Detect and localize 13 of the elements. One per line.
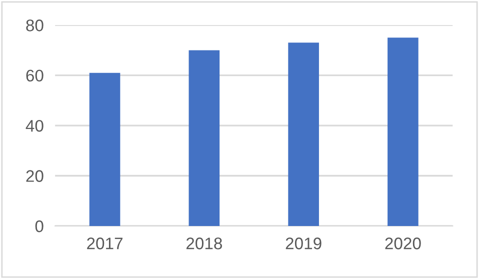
- y-tick-label: 20: [26, 170, 44, 182]
- y-tick-label: 0: [35, 220, 44, 232]
- bar: [89, 72, 120, 226]
- bar: [188, 50, 220, 226]
- x-tick-label: 2018: [186, 238, 222, 250]
- y-tick-label: 80: [26, 20, 44, 32]
- bar: [288, 42, 319, 226]
- bar: [388, 38, 418, 226]
- y-tick-label: 40: [26, 120, 44, 132]
- x-tick-label: 2017: [87, 238, 122, 250]
- y-tick-label: 60: [26, 70, 44, 82]
- x-tick-label: 2020: [385, 238, 421, 250]
- x-tick-label: 2019: [286, 238, 322, 250]
